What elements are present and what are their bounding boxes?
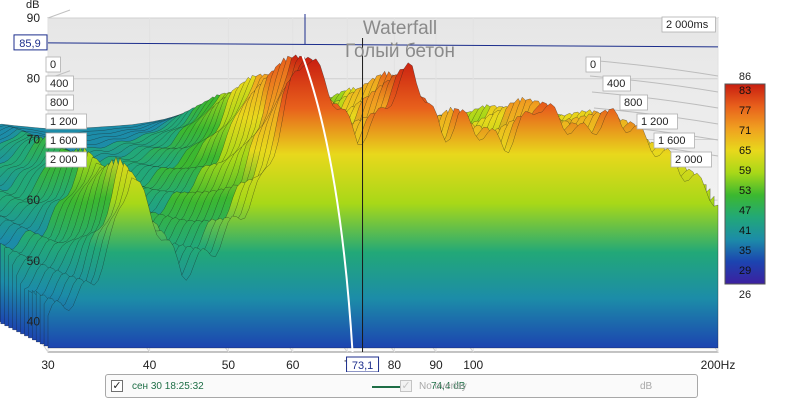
color-scale-label: 53 (739, 185, 751, 197)
color-scale-label: 47 (739, 205, 751, 217)
y-tick-label: 70 (27, 132, 41, 146)
color-scale-label: 41 (739, 225, 751, 237)
waterfall-surface (0, 54, 719, 349)
time-span-label-box (661, 16, 716, 33)
y-tick-label: 90 (27, 11, 41, 25)
color-scale-label: 35 (739, 245, 751, 257)
color-scale-min: 26 (739, 289, 751, 301)
time-tick-right: 800 (624, 97, 642, 109)
color-scale-label: 65 (739, 145, 751, 157)
trace-checkbox[interactable]: ✓ (111, 380, 123, 392)
time-grid-curve (587, 59, 719, 77)
cursor[interactable]: 85,9 73,1 (13, 14, 719, 373)
time-tick-left: 0 (50, 59, 56, 71)
overlay-unit: dB (640, 381, 653, 392)
time-tick-right-box (619, 94, 648, 111)
x-tick-label: 60 (286, 358, 300, 372)
y-unit-label: dB (26, 0, 39, 11)
time-tick-left-box (45, 151, 87, 168)
time-tick-left-box (45, 113, 87, 130)
x-tick-label: 40 (143, 358, 157, 372)
time-tick-right-box (653, 132, 695, 149)
waterfall-slice (47, 58, 719, 349)
chart-subtitle: Голый бетон (345, 41, 455, 62)
x-tick-label: 30 (41, 358, 55, 372)
time-tick-left: 2 000 (50, 154, 78, 166)
y-tick-label: 40 (27, 315, 41, 329)
chart-svg[interactable]: 3040506078090100200Hz405060708090dB04008… (0, 0, 800, 373)
time-tick-left: 1 200 (50, 116, 78, 128)
time-tick-right-box (585, 56, 601, 73)
axes: 3040506078090100200Hz405060708090dB04008… (26, 0, 735, 372)
time-tick-right-box (636, 113, 678, 130)
color-scale-max: 86 (739, 71, 751, 83)
time-tick-right: 0 (590, 59, 596, 71)
time-tick-left-box (45, 132, 87, 149)
legend-bar: ✓ сен 30 18:25:32 74,4 dB ✓ No overlay d… (105, 374, 698, 398)
x-tick-label: 90 (429, 358, 443, 372)
overlay-label: No overlay (419, 381, 467, 392)
time-tick-left-box (45, 56, 61, 73)
time-tick-left-box (45, 75, 74, 92)
x-tick-label: 50 (222, 358, 236, 372)
grid-line-depth (47, 9, 71, 19)
color-scale-label: 59 (739, 165, 751, 177)
color-scale-bar (724, 83, 766, 285)
trace-line-swatch (372, 386, 404, 388)
color-scale-label: 83 (739, 85, 751, 97)
chart-title: Waterfall (363, 18, 437, 39)
cursor-x-readout: 73,1 (352, 360, 373, 372)
color-scale-label: 77 (739, 105, 751, 117)
y-tick-label: 80 (27, 72, 41, 86)
trace-value: 74,4 dB (431, 381, 466, 392)
color-scale-label: 29 (739, 265, 751, 277)
x-tick-label: 80 (388, 358, 402, 372)
time-grid-curve (591, 91, 719, 109)
x-tick-label: 100 (463, 358, 483, 372)
color-scale: 86 26 83 77 71 65 59 53 47 41 35 29 (724, 71, 766, 301)
y-tick-label: 60 (27, 193, 41, 207)
time-tick-left-box (45, 94, 74, 111)
x-tick-label: 200Hz (701, 358, 736, 372)
cursor-horizontal-line (47, 42, 719, 48)
time-tick-right: 1 200 (641, 116, 669, 128)
time-tick-right: 400 (607, 78, 625, 90)
color-scale-label: 71 (739, 125, 751, 137)
time-span-label: 2 000ms (666, 19, 709, 31)
time-tick-right-box (602, 75, 631, 92)
trace-label: сен 30 18:25:32 (132, 381, 204, 392)
time-tick-right: 1 600 (658, 135, 686, 147)
time-tick-right: 2 000 (675, 154, 703, 166)
y-tick-label: 50 (27, 254, 41, 268)
cursor-trace (301, 55, 354, 353)
time-tick-left: 1 600 (50, 135, 78, 147)
cursor-y-readout-box (13, 34, 48, 51)
cursor-y-readout: 85,9 (19, 38, 40, 50)
time-tick-right-box (670, 151, 712, 168)
time-tick-left: 400 (50, 78, 68, 90)
time-tick-left: 800 (50, 97, 68, 109)
overlay-checkbox[interactable]: ✓ (400, 380, 412, 392)
